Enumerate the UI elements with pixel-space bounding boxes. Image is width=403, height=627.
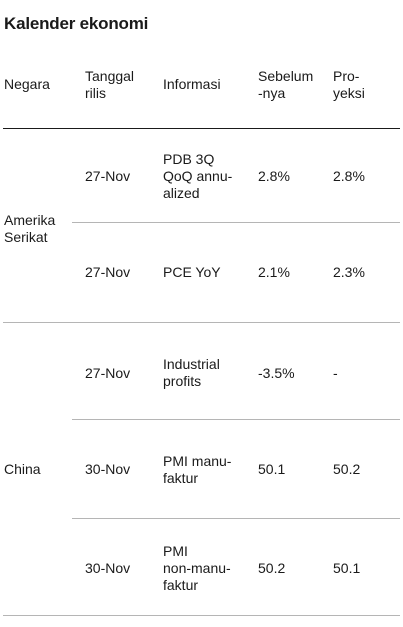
previous-cell: -3.5% <box>258 365 295 381</box>
previous-cell: 50.2 <box>258 560 286 576</box>
row-divider <box>72 518 400 519</box>
date-cell: 30-Nov <box>85 560 131 576</box>
previous-cell: 50.1 <box>258 461 286 477</box>
row-divider <box>72 222 400 223</box>
header-negara: Negara <box>4 76 50 92</box>
date-cell: 27-Nov <box>85 365 131 381</box>
country-cell: Amerika Serikat <box>4 212 56 245</box>
page-title: Kalender ekonomi <box>4 14 149 33</box>
projection-cell: 50.1 <box>333 560 361 576</box>
date-cell: 30-Nov <box>85 461 131 477</box>
date-cell: 27-Nov <box>85 168 131 184</box>
projection-cell: 2.8% <box>333 168 365 184</box>
previous-cell: 2.8% <box>258 168 290 184</box>
date-cell: 27-Nov <box>85 264 131 280</box>
header-divider <box>3 128 400 129</box>
header-proyeksi: Pro- yeksi <box>333 68 365 101</box>
projection-cell: - <box>333 365 338 381</box>
previous-cell: 2.1% <box>258 264 290 280</box>
header-tanggal-rilis: Tanggal rilis <box>85 68 135 101</box>
projection-cell: 50.2 <box>333 461 361 477</box>
row-divider <box>72 419 400 420</box>
header-sebelumnya: Sebelum -nya <box>258 68 314 101</box>
info-cell: PDB 3Q QoQ annu- alized <box>163 151 233 201</box>
group-divider <box>3 322 400 323</box>
info-cell: Industrial profits <box>163 356 220 389</box>
table-bottom-divider <box>3 615 400 616</box>
header-informasi: Informasi <box>163 76 221 92</box>
country-cell: China <box>4 461 41 477</box>
info-cell: PMI manu- faktur <box>163 453 232 486</box>
info-cell: PMI non-manu- faktur <box>163 543 231 593</box>
projection-cell: 2.3% <box>333 264 365 280</box>
info-cell: PCE YoY <box>163 264 221 280</box>
